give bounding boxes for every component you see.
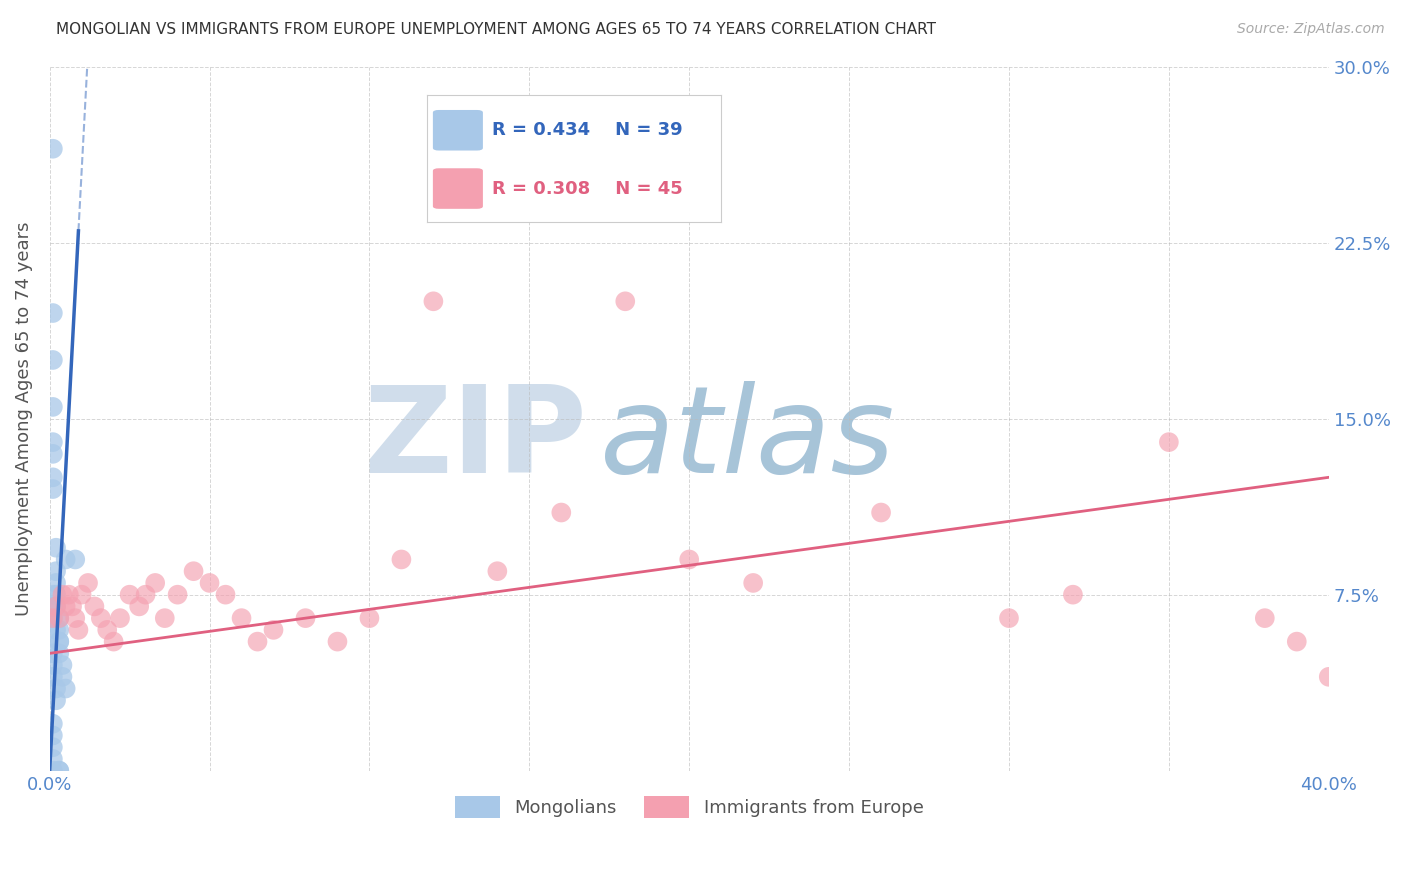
Point: [998, 611, 1021, 625]
Point: [263, 623, 285, 637]
Point: [42, 658, 65, 673]
Point: [45, 599, 67, 614]
Point: [42, 670, 65, 684]
Point: [45, 623, 67, 637]
Point: [42, 729, 65, 743]
Point: [42, 611, 65, 625]
Point: [48, 634, 70, 648]
Point: [60, 599, 83, 614]
Point: [326, 634, 349, 648]
Point: [42, 435, 65, 450]
Point: [70, 588, 93, 602]
Point: [51, 588, 73, 602]
Point: [42, 306, 65, 320]
Point: [231, 611, 253, 625]
Point: [45, 541, 67, 555]
Point: [118, 588, 141, 602]
Point: [1317, 670, 1340, 684]
Point: [422, 294, 444, 309]
Point: [48, 611, 70, 625]
Point: [45, 681, 67, 696]
Point: [143, 576, 166, 591]
Point: [42, 764, 65, 778]
Legend: Mongolians, Immigrants from Europe: Mongolians, Immigrants from Europe: [447, 789, 931, 825]
Text: MONGOLIAN VS IMMIGRANTS FROM EUROPE UNEMPLOYMENT AMONG AGES 65 TO 74 YEARS CORRE: MONGOLIAN VS IMMIGRANTS FROM EUROPE UNEM…: [56, 22, 936, 37]
Point: [67, 623, 90, 637]
Point: [359, 611, 381, 625]
Y-axis label: Unemployment Among Ages 65 to 74 years: Unemployment Among Ages 65 to 74 years: [15, 221, 32, 615]
Point: [51, 658, 73, 673]
Point: [42, 353, 65, 368]
Point: [1062, 588, 1084, 602]
Text: ZIP: ZIP: [363, 381, 586, 499]
Point: [48, 623, 70, 637]
Point: [83, 599, 105, 614]
Point: [678, 552, 700, 566]
Point: [1157, 435, 1180, 450]
Point: [294, 611, 316, 625]
Point: [391, 552, 413, 566]
Point: [42, 599, 65, 614]
Point: [108, 611, 131, 625]
Point: [48, 634, 70, 648]
Point: [42, 740, 65, 755]
Text: atlas: atlas: [600, 381, 896, 499]
Point: [65, 611, 87, 625]
Point: [45, 693, 67, 707]
Point: [42, 447, 65, 461]
Point: [214, 588, 236, 602]
Point: [42, 142, 65, 156]
Point: [48, 611, 70, 625]
Point: [42, 588, 65, 602]
Point: [103, 634, 125, 648]
Point: [58, 588, 80, 602]
Point: [183, 564, 205, 578]
Point: [742, 576, 765, 591]
Point: [45, 564, 67, 578]
Point: [128, 599, 150, 614]
Point: [135, 588, 157, 602]
Point: [614, 294, 637, 309]
Point: [55, 599, 77, 614]
Point: [77, 576, 100, 591]
Point: [1285, 634, 1308, 648]
Point: [486, 564, 509, 578]
Point: [65, 552, 87, 566]
Point: [246, 634, 269, 648]
Point: [45, 576, 67, 591]
Point: [870, 506, 893, 520]
Point: [42, 482, 65, 496]
Point: [42, 716, 65, 731]
Point: [42, 752, 65, 766]
Point: [90, 611, 112, 625]
Point: [55, 681, 77, 696]
Point: [42, 611, 65, 625]
Point: [96, 623, 118, 637]
Point: [42, 646, 65, 660]
Point: [1254, 611, 1277, 625]
Point: [51, 670, 73, 684]
Point: [166, 588, 188, 602]
Point: [48, 764, 70, 778]
Point: [550, 506, 572, 520]
Point: [45, 599, 67, 614]
Point: [48, 646, 70, 660]
Point: [48, 764, 70, 778]
Point: [55, 552, 77, 566]
Point: [42, 400, 65, 414]
Point: [153, 611, 176, 625]
Point: [42, 470, 65, 484]
Point: [198, 576, 221, 591]
Text: Source: ZipAtlas.com: Source: ZipAtlas.com: [1237, 22, 1385, 37]
Point: [45, 588, 67, 602]
